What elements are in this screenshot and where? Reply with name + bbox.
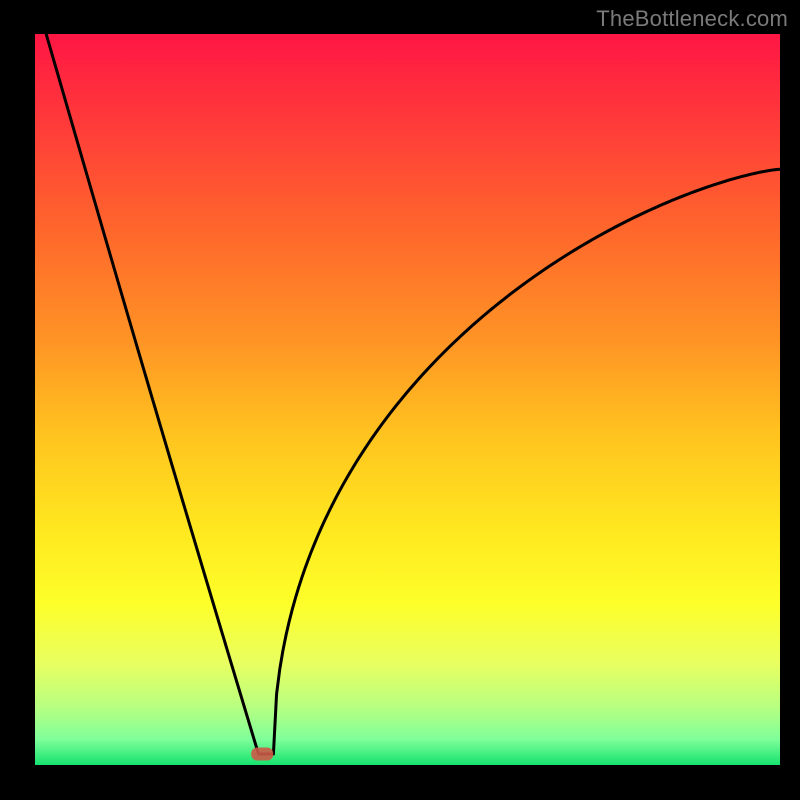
plot-background xyxy=(35,34,780,765)
watermark-text: TheBottleneck.com xyxy=(596,6,788,32)
bottleneck-chart: TheBottleneck.com xyxy=(0,0,800,800)
chart-svg xyxy=(0,0,800,800)
min-marker xyxy=(251,748,273,761)
